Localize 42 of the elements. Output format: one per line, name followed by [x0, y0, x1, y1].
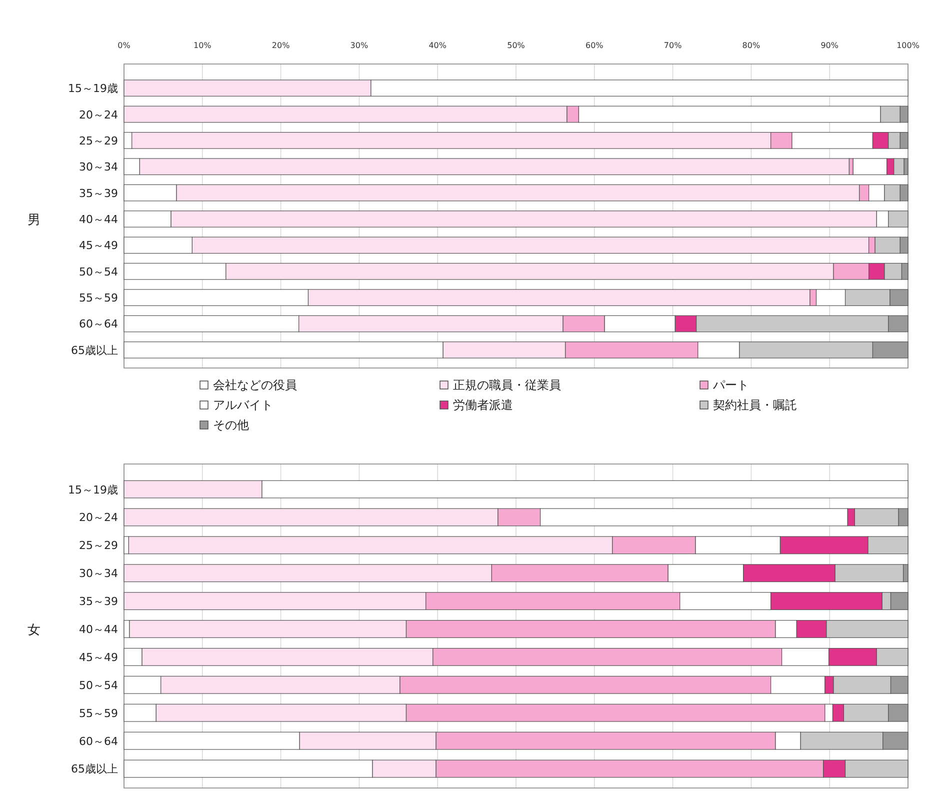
x-tick-label: 30% [350, 41, 368, 50]
x-tick-label: 20% [272, 41, 290, 50]
y-tick-label: 45～49 [79, 239, 118, 252]
y-tick-label: 65歳以上 [71, 344, 118, 357]
y-tick-label: 55～59 [79, 706, 118, 720]
x-tick-label: 50% [507, 41, 526, 50]
y-tick-label: 35～39 [79, 595, 118, 608]
y-tick-label: 25～29 [79, 134, 118, 148]
y-tick-label: 20～24 [79, 108, 118, 122]
x-tick-label: 80% [742, 41, 760, 50]
legend-label: パート [712, 378, 749, 392]
x-tick-label: 100% [896, 41, 920, 50]
y-tick-label: 15～19歳 [68, 483, 118, 496]
y-tick-label: 50～54 [79, 678, 118, 692]
y-tick-label: 30～34 [79, 160, 118, 174]
y-axis-title: 女 [28, 623, 40, 638]
y-tick-label: 45～49 [79, 650, 118, 664]
x-tick-label: 10% [194, 41, 212, 50]
legend-label: その他 [213, 418, 249, 432]
legend-label: 契約社員・嘱託 [713, 398, 797, 412]
y-tick-label: 55～59 [79, 292, 118, 305]
y-tick-label: 60～64 [79, 734, 118, 748]
x-tick-label: 60% [586, 41, 604, 50]
y-tick-label: 15～19歳 [68, 82, 118, 96]
x-tick-label: 0% [118, 41, 131, 50]
legend-label: 労働者派遣 [453, 398, 513, 412]
legend-label: アルバイト [213, 398, 273, 412]
y-tick-label: 50～54 [79, 265, 118, 278]
y-tick-label: 60～64 [79, 318, 118, 331]
y-axis-title: 男 [28, 213, 40, 228]
y-tick-label: 35～39 [79, 186, 118, 200]
y-tick-label: 40～44 [79, 213, 118, 226]
y-tick-label: 25～29 [79, 539, 118, 552]
x-tick-label: 70% [664, 41, 682, 50]
y-tick-label: 65歳以上 [71, 762, 118, 776]
y-tick-label: 30～34 [79, 567, 118, 580]
y-tick-label: 20～24 [79, 511, 118, 524]
legend-label: 会社などの役員 [213, 378, 297, 392]
x-tick-label: 90% [820, 41, 839, 50]
legend-label: 正規の職員・従業員 [453, 378, 561, 392]
y-tick-label: 40～44 [79, 623, 118, 636]
x-tick-label: 40% [428, 41, 447, 50]
